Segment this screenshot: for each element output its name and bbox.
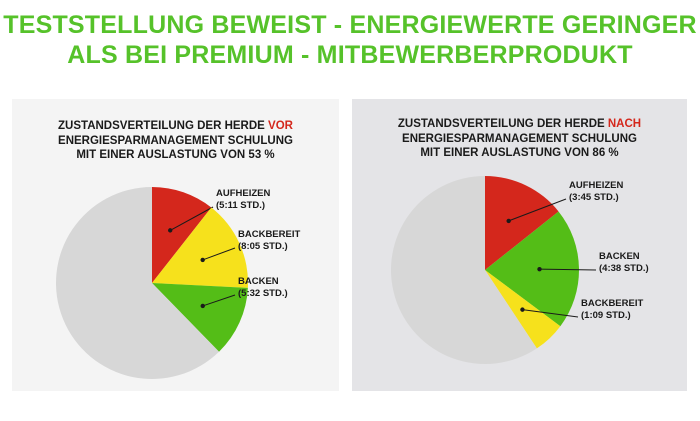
before-slice-aufheizen [152,187,212,283]
before-leader-backen [202,294,236,307]
before-label-backbereit: BACKBEREIT [238,229,300,240]
before-dot-backen [200,303,205,309]
before-value-backen: (5:32 STD.) [238,288,288,299]
before-label-aufheizen: AUFHEIZEN [216,188,271,199]
before-slice-backen [152,283,248,352]
after-leader-backen [539,268,597,271]
before-value-aufheizen: (5:11 STD.) [216,200,265,211]
chart-title-before-line-2: ENERGIESPARMANAGEMENT SCHULUNG [58,134,293,147]
pie-chart-before: AUFHEIZEN(5:11 STD.) BACKBEREIT(8:05 STD.… [55,187,300,379]
headline-line-2: ALS BEI PREMIUM - MITBEWERBERPRODUKT [67,41,633,69]
chart-title-after-highlight: NACH [607,118,642,130]
headline: TESTSTELLUNG BEWEIST - ENERGIEWERTE GERI… [0,10,700,70]
chart-panel-before: ZUSTANDSVERTEILUNG DER HERDE VOR ENERGIE… [12,99,339,391]
after-leader-backbereit [522,309,579,318]
headline-line-1: TESTSTELLUNG BEWEIST - ENERGIEWERTE GERI… [3,11,697,39]
after-dot-aufheizen [506,218,511,224]
chart-title-after: ZUSTANDSVERTEILUNG DER HERDE NACH ENERGI… [352,117,687,161]
chart-title-after-line-3: MIT EINER AUSLASTUNG VON 86 % [420,147,619,159]
before-label-backen: BACKEN [238,276,279,287]
chart-panel-after: ZUSTANDSVERTEILUNG DER HERDE NACH ENERGI… [352,99,687,391]
after-leader-aufheizen [508,198,567,222]
chart-title-after-line-1: ZUSTANDSVERTEILUNG DER HERDE NACH [352,117,687,132]
chart-title-after-pre: ZUSTANDSVERTEILUNG DER HERDE [397,118,608,130]
chart-title-before: ZUSTANDSVERTEILUNG DER HERDE VOR ENERGIE… [12,119,339,163]
before-leader-backbereit [202,247,236,261]
chart-title-before-highlight: VOR [268,120,293,132]
before-value-backbereit: (8:05 STD.) [238,241,288,252]
after-value-backbereit: (1:09 STD.) [581,310,631,321]
after-value-backen: (4:38 STD.) [599,263,649,274]
chart-title-before-line-1: ZUSTANDSVERTEILUNG DER HERDE VOR [12,119,339,134]
chart-title-before-pre: ZUSTANDSVERTEILUNG DER HERDE [58,120,269,132]
before-dot-aufheizen [168,228,173,233]
before-slice-rest [55,187,220,379]
pie-chart-after: AUFHEIZEN(3:45 STD.) BACKEN(4:38 STD.) BAC… [390,176,649,364]
after-label-backbereit: BACKBEREIT [581,298,643,309]
chart-title-after-line-2: ENERGIESPARMANAGEMENT SCHULUNG [402,132,637,145]
after-slice-rest [390,176,537,364]
after-label-aufheizen: AUFHEIZEN [569,180,624,191]
chart-title-before-line-3: MIT EINER AUSLASTUNG VON 53 % [76,149,275,161]
before-leader-aufheizen [169,206,214,231]
after-dot-backbereit [520,307,525,312]
after-dot-backen [537,266,542,272]
before-slice-backbereit [152,207,248,288]
before-dot-backbereit [200,257,205,263]
after-value-aufheizen: (3:45 STD.) [569,192,619,203]
after-label-backen: BACKEN [599,251,640,262]
after-slice-aufheizen [485,176,559,270]
after-slice-backen [485,211,579,327]
